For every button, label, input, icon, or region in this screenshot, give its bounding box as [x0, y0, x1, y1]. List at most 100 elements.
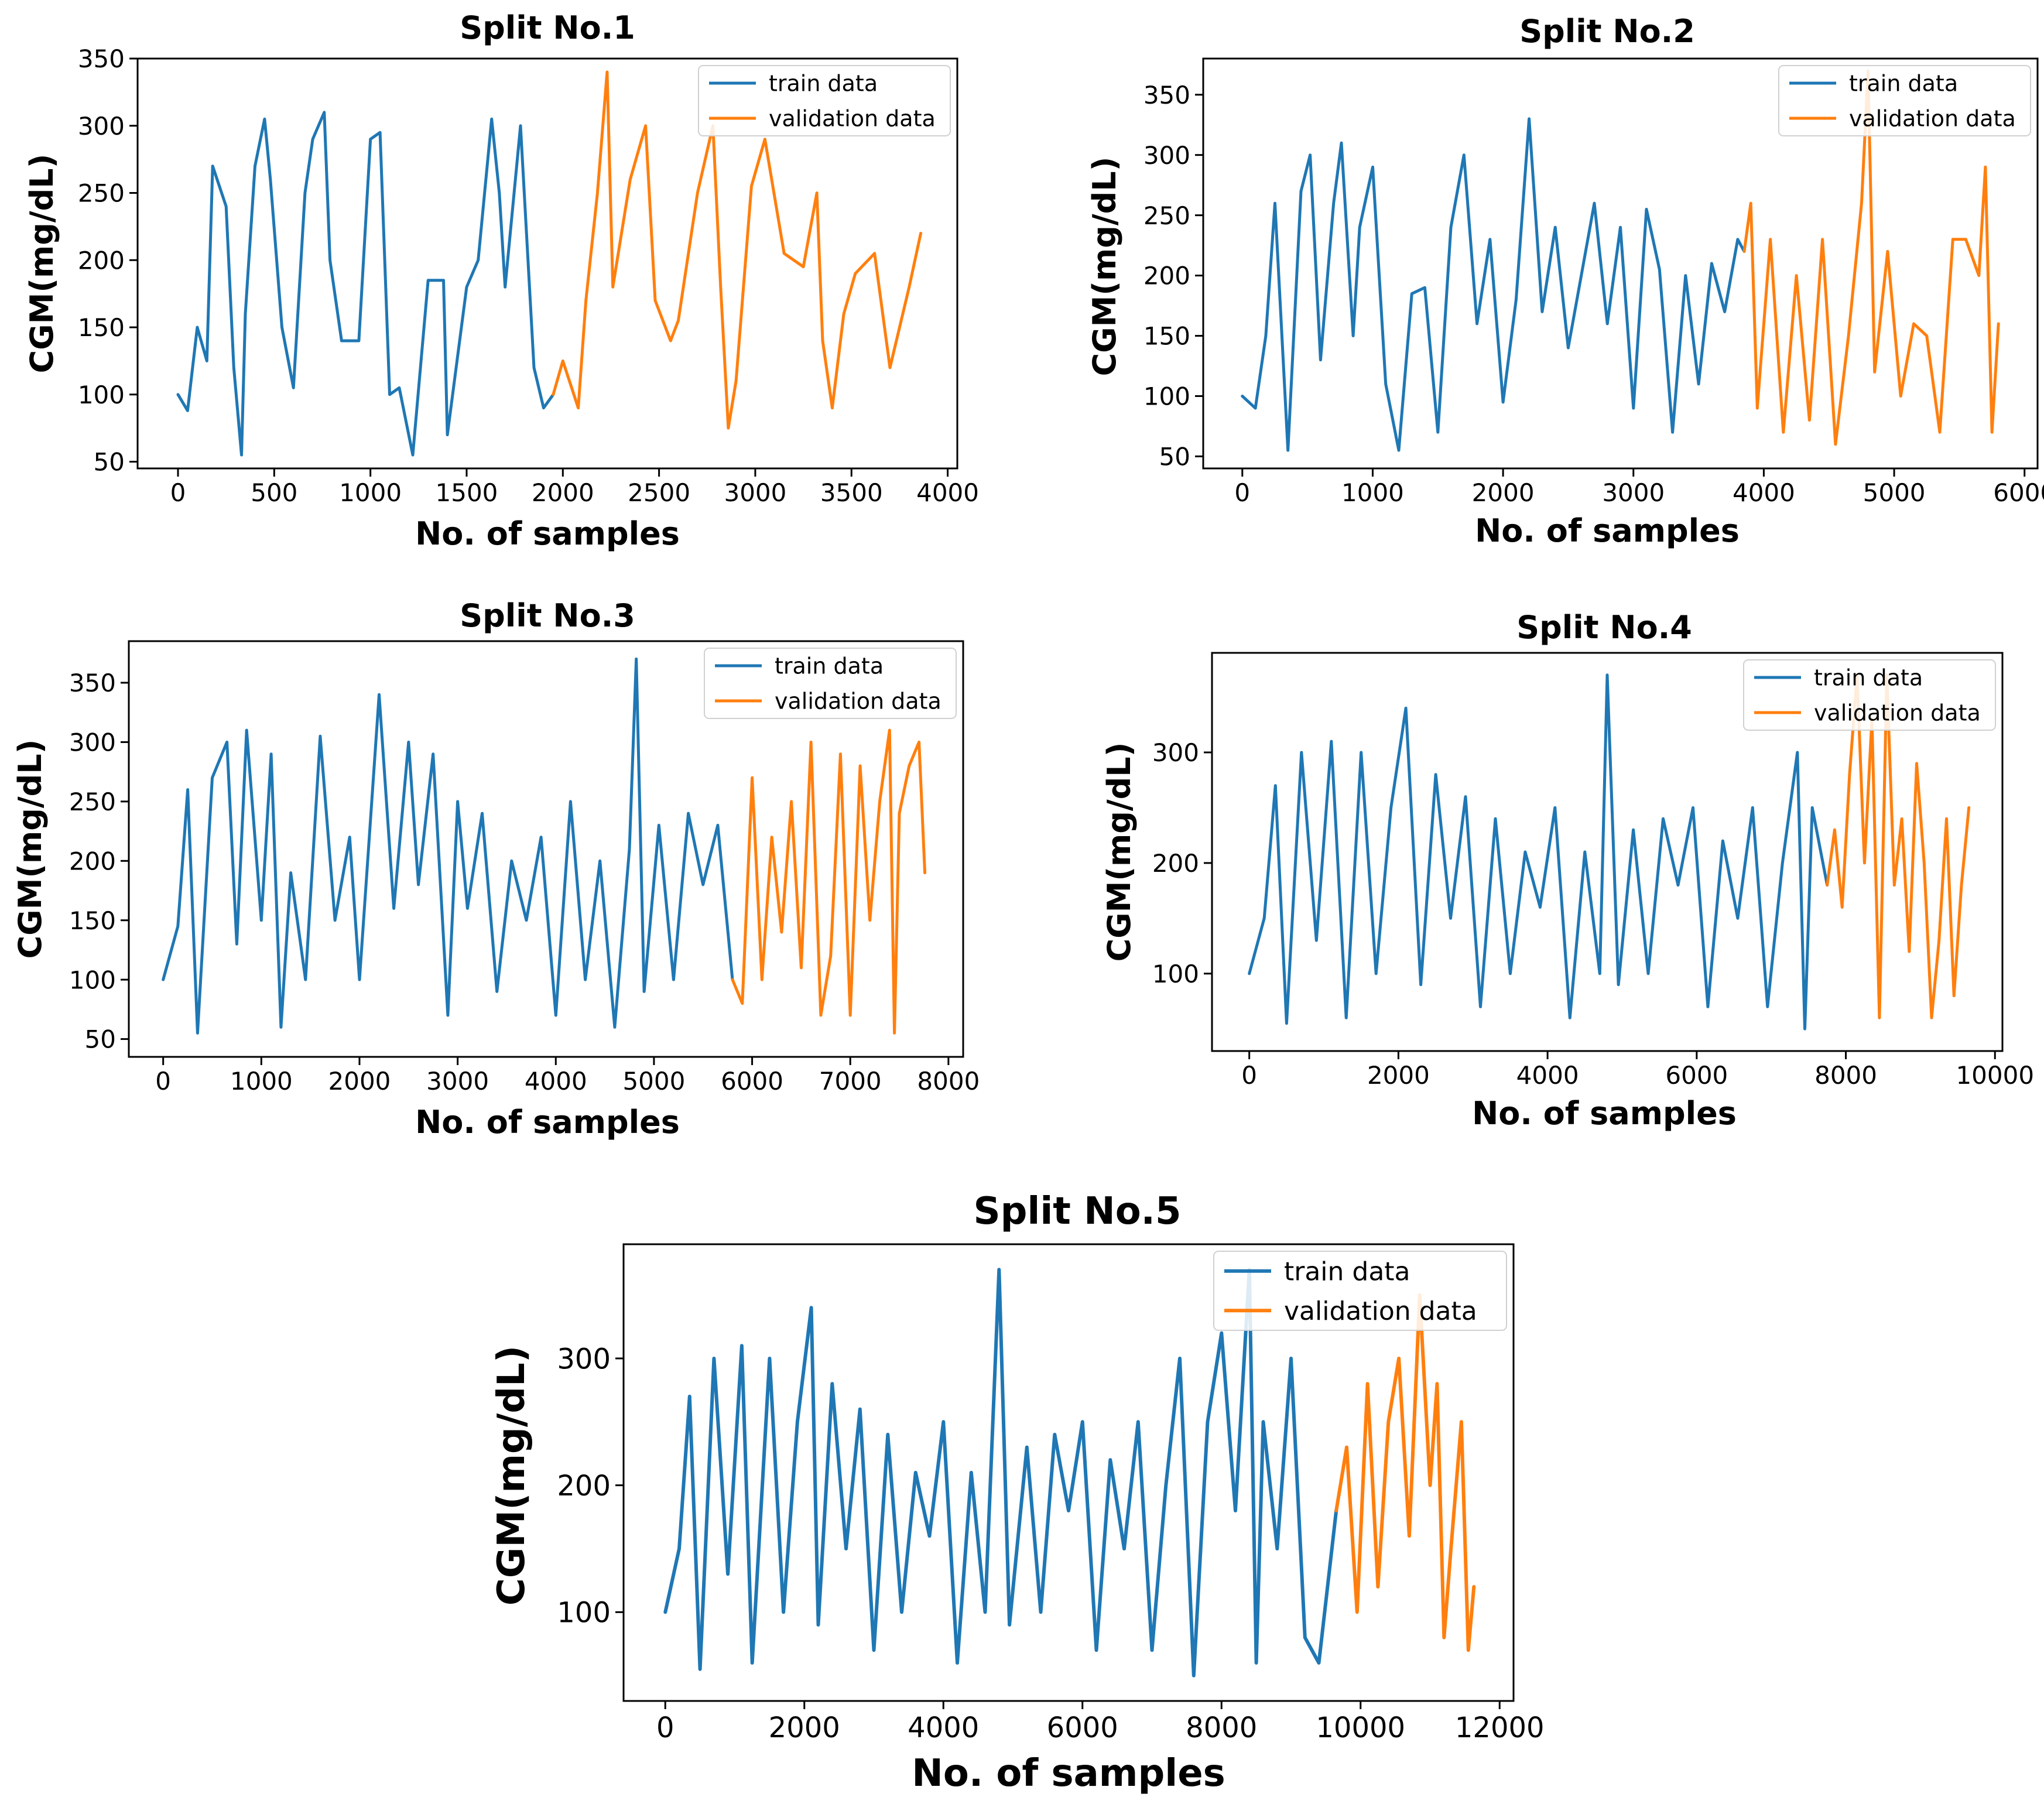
- y-tick-label: 100: [557, 1597, 611, 1630]
- legend-label: train data: [1814, 665, 1923, 691]
- x-axis-label: No. of samples: [415, 515, 680, 552]
- legend: train data validation data: [704, 648, 957, 719]
- x-tick-label: 2000: [769, 1711, 840, 1744]
- y-tick-label: 200: [1152, 849, 1199, 878]
- chart-panel-2: Split No.2 0 1000 2000 3000 4000 5000 6000 50 10…: [1086, 13, 2044, 549]
- x-tick-label: 2000: [1472, 478, 1535, 507]
- x-tick-label: 1000: [230, 1067, 293, 1096]
- chart-panel-4: Split No.4 0 2000 4000 6000 8000 10000 100 200 3…: [1101, 609, 2034, 1132]
- x-tick-label: 4000: [525, 1067, 587, 1096]
- x-tick-label: 6000: [1993, 478, 2044, 507]
- x-tick-label: 3000: [724, 478, 786, 507]
- x-tick-label: 4000: [908, 1711, 979, 1744]
- x-tick-label: 500: [251, 478, 297, 507]
- y-axis-label: CGM(mg/dL): [23, 154, 60, 374]
- series-line-validation: [552, 70, 923, 430]
- y-tick-label: 100: [78, 381, 125, 409]
- y-tick-label: 300: [1152, 738, 1199, 767]
- x-tick-label: 3000: [1602, 478, 1665, 507]
- y-tick-label: 200: [1143, 262, 1190, 290]
- x-tick-label: 10000: [1956, 1061, 2034, 1090]
- legend-label: train data: [1849, 71, 1958, 97]
- y-tick-label: 300: [557, 1343, 611, 1375]
- x-tick-label: 2500: [628, 478, 690, 507]
- series-line-train: [663, 1268, 1338, 1678]
- y-tick-label: 350: [69, 669, 116, 697]
- x-tick-label: 6000: [1665, 1061, 1728, 1090]
- plot-area: 0 1000 2000 3000 4000 5000 6000 50 100 150 200 250 3…: [1143, 57, 2044, 507]
- series-line-validation: [731, 728, 927, 1035]
- x-tick-label: 8000: [917, 1067, 980, 1096]
- x-tick-label: 5000: [1863, 478, 1926, 507]
- series-line-validation: [1826, 673, 1971, 1019]
- x-tick-label: 5000: [622, 1067, 685, 1096]
- x-tick-label: 7000: [819, 1067, 882, 1096]
- series-line-train: [162, 657, 734, 1035]
- legend: train data validation data: [698, 65, 951, 136]
- x-tick-label: 0: [155, 1067, 171, 1096]
- chart-title: Split No.5: [973, 1190, 1181, 1233]
- legend-label: train data: [775, 653, 884, 679]
- x-tick-label: 6000: [721, 1067, 783, 1096]
- chart-title: Split No.4: [1516, 609, 1692, 646]
- x-tick-label: 2000: [328, 1067, 391, 1096]
- y-tick-label: 50: [1159, 443, 1190, 471]
- plot-area: 0 2000 4000 6000 8000 10000 12000 100 200 300 trai…: [557, 1243, 1545, 1744]
- y-axis-label: CGM(mg/dL): [12, 740, 49, 959]
- x-tick-label: 2000: [1367, 1061, 1430, 1090]
- legend-label: train data: [1284, 1257, 1410, 1287]
- y-tick-label: 250: [69, 788, 116, 816]
- y-axis-label: CGM(mg/dL): [1086, 157, 1123, 376]
- plot-area: 0 2000 4000 6000 8000 10000 100 200 300 train dat…: [1152, 652, 2034, 1090]
- y-tick-label: 100: [69, 966, 116, 994]
- series-line-train: [1248, 673, 1829, 1031]
- x-tick-label: 0: [1234, 478, 1250, 507]
- x-tick-label: 4000: [1516, 1061, 1579, 1090]
- x-tick-label: 4000: [1733, 478, 1795, 507]
- legend-label: validation data: [1284, 1296, 1477, 1326]
- x-tick-label: 10000: [1316, 1711, 1405, 1744]
- chart-title: Split No.1: [460, 9, 635, 46]
- series-line-validation: [1334, 1293, 1476, 1652]
- x-tick-label: 8000: [1814, 1061, 1877, 1090]
- y-tick-label: 100: [1152, 960, 1199, 988]
- legend-label: validation data: [1849, 106, 2016, 132]
- axes-frame: [136, 57, 958, 470]
- x-axis-label: No. of samples: [415, 1104, 680, 1141]
- axes-frame: [1202, 57, 2039, 470]
- x-tick-label: 6000: [1047, 1711, 1118, 1744]
- legend-label: validation data: [769, 106, 936, 132]
- legend-label: train data: [769, 71, 878, 97]
- y-axis-label: CGM(mg/dL): [490, 1346, 533, 1606]
- y-tick-label: 250: [78, 179, 125, 208]
- y-tick-label: 150: [1143, 322, 1190, 351]
- legend: train data validation data: [1743, 659, 1996, 731]
- y-tick-label: 100: [1143, 382, 1190, 411]
- series-line-train: [176, 111, 555, 457]
- y-tick-label: 200: [557, 1470, 611, 1502]
- y-tick-label: 300: [69, 728, 116, 757]
- axes-frame: [128, 640, 964, 1058]
- legend: train data validation data: [1778, 65, 2031, 136]
- y-tick-label: 350: [1143, 81, 1190, 109]
- y-tick-label: 300: [78, 112, 125, 141]
- y-tick-label: 50: [85, 1025, 116, 1054]
- x-tick-label: 3500: [820, 478, 883, 507]
- x-tick-label: 1000: [339, 478, 402, 507]
- chart-panel-3: Split No.3 0 1000 2000 3000 4000 5000 6000 7000…: [12, 597, 980, 1141]
- x-tick-label: 8000: [1186, 1711, 1257, 1744]
- y-tick-label: 350: [78, 44, 125, 73]
- legend: train data validation data: [1213, 1251, 1507, 1331]
- x-tick-label: 3000: [426, 1067, 489, 1096]
- y-tick-label: 150: [78, 313, 125, 342]
- x-tick-label: 2000: [532, 478, 594, 507]
- chart-panel-5: Split No.5 0 2000 4000 6000 8000 10000 12000 10…: [490, 1190, 1545, 1795]
- chart-title: Split No.3: [460, 597, 635, 634]
- legend-label: validation data: [775, 689, 941, 714]
- x-tick-label: 4000: [916, 478, 979, 507]
- x-tick-label: 0: [1241, 1061, 1257, 1090]
- x-axis-label: No. of samples: [912, 1752, 1225, 1795]
- y-tick-label: 300: [1143, 141, 1190, 170]
- chart-panel-1: Split No.1 0 500 1000 1500 2000 2500 3000 3500 4…: [23, 9, 979, 552]
- plot-area: 0 1000 2000 3000 4000 5000 6000 7000 8000 50 100 15…: [69, 640, 980, 1096]
